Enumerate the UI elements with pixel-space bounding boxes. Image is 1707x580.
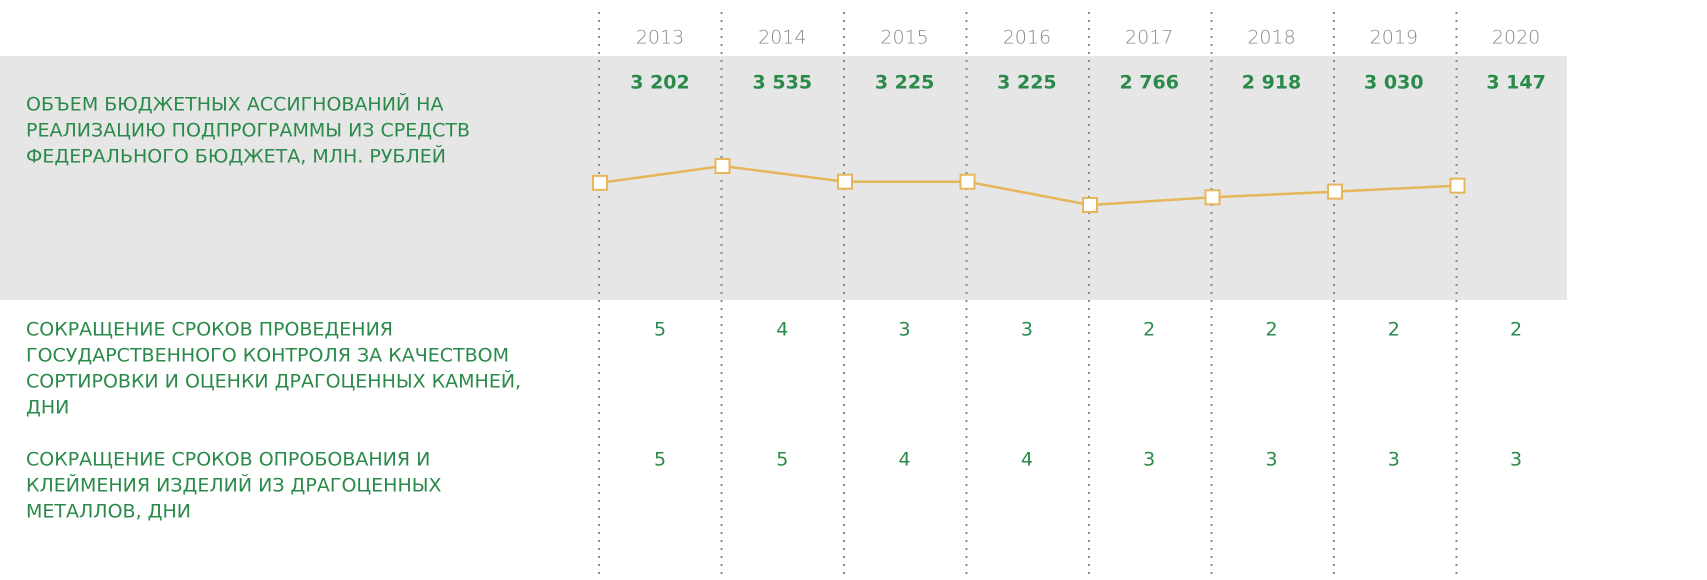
line-marker: [1327, 183, 1343, 200]
cell-value: 2: [1510, 319, 1522, 341]
cell-value: 3 225: [997, 72, 1057, 94]
cell-value: 3: [1510, 449, 1522, 471]
cell-value: 4: [776, 319, 788, 341]
line-marker: [959, 173, 976, 190]
cell-value: 4: [899, 449, 911, 471]
row-label: ДНИ: [26, 397, 69, 419]
cell-value: 5: [654, 449, 666, 471]
cell-value: 3: [1265, 449, 1277, 471]
cell-value: 3 202: [630, 72, 690, 94]
line-marker: [714, 158, 731, 174]
row-label: СОКРАЩЕНИЕ СРОКОВ ОПРОБОВАНИЯ И: [26, 449, 430, 471]
row-label: СОКРАЩЕНИЕ СРОКОВ ПРОВЕДЕНИЯ: [26, 319, 393, 341]
cell-value: 3 030: [1364, 72, 1424, 94]
column-dividers: [598, 12, 1458, 580]
row-label: СОРТИРОВКИ И ОЦЕНКИ ДРАГОЦЕННЫХ КАМНЕЙ,: [26, 370, 521, 393]
cell-value: 3 225: [875, 72, 935, 94]
cell-value: 2: [1143, 319, 1155, 341]
cell-value: 5: [776, 449, 788, 471]
year-label: 2015: [880, 27, 928, 49]
line-marker: [837, 173, 853, 190]
highlight-band: [0, 56, 1567, 300]
cell-value: 3: [1021, 319, 1033, 341]
row-label: ОБЪЕМ БЮДЖЕТНЫХ АССИГНОВАНИЙ НА: [26, 93, 443, 116]
cell-value: 3 147: [1486, 72, 1546, 94]
cell-value: 2: [1388, 319, 1400, 341]
line-marker: [1204, 189, 1221, 206]
budget-line: [599, 164, 1458, 207]
cell-value: 5: [654, 319, 666, 341]
row-label: ГОСУДАРСТВЕННОГО КОНТРОЛЯ ЗА КАЧЕСТВОМ: [26, 345, 509, 367]
line-marker: [1449, 177, 1466, 194]
row-label: РЕАЛИЗАЦИЮ ПОДПРОГРАММЫ ИЗ СРЕДСТВ: [26, 120, 470, 142]
year-label: 2013: [636, 27, 684, 49]
row-label: МЕТАЛЛОВ, ДНИ: [26, 501, 191, 523]
cell-value: 2 766: [1119, 72, 1179, 94]
line-marker: [592, 174, 608, 191]
cell-value: 3 535: [753, 72, 813, 94]
row-label: ФЕДЕРАЛЬНОГО БЮДЖЕТА, МЛН. РУБЛЕЙ: [26, 145, 446, 168]
row-label: КЛЕЙМЕНИЯ ИЗДЕЛИЙ ИЗ ДРАГОЦЕННЫХ: [26, 474, 442, 497]
year-label: 2020: [1492, 27, 1540, 49]
cell-value: 2: [1265, 319, 1277, 341]
year-label: 2019: [1370, 27, 1418, 49]
cell-value: 3: [1388, 449, 1400, 471]
line-marker: [1082, 197, 1098, 213]
year-label: 2017: [1125, 27, 1173, 49]
cell-value: 3: [1143, 449, 1155, 471]
year-label: 2018: [1247, 27, 1295, 49]
year-label: 2016: [1003, 27, 1051, 49]
year-label: 2014: [758, 27, 806, 49]
cell-value: 4: [1021, 449, 1033, 471]
cell-value: 2 918: [1242, 72, 1302, 94]
cell-value: 3: [899, 319, 911, 341]
